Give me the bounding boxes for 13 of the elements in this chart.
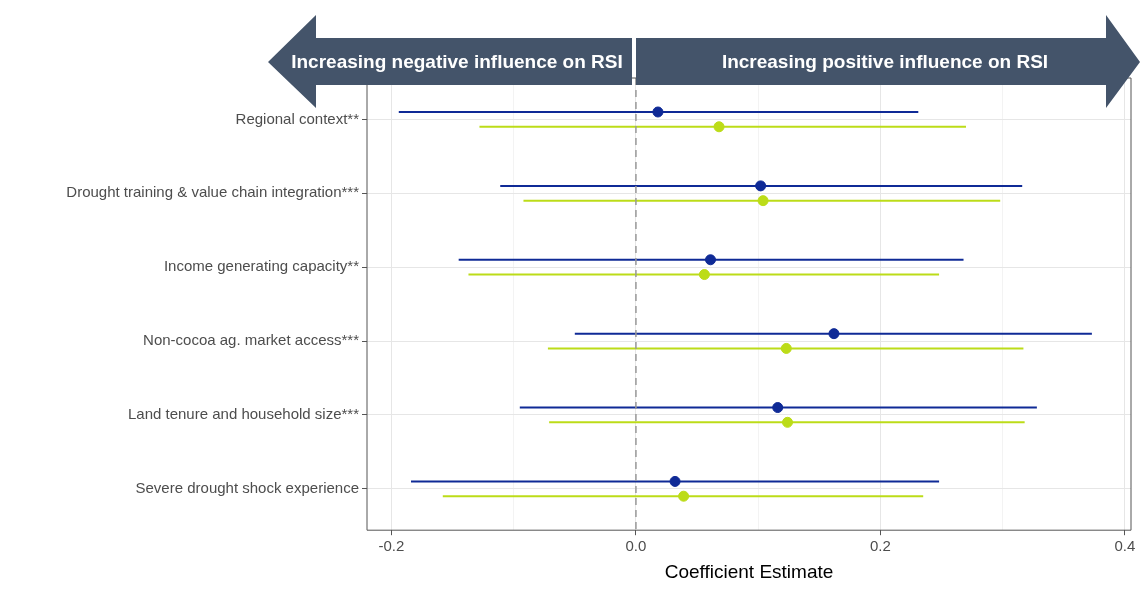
x-axis-title: Coefficient Estimate xyxy=(664,560,834,582)
y-tick-label: Non-cocoa ag. market access*** xyxy=(143,331,360,349)
x-tick-label: 0.2 xyxy=(869,537,891,555)
y-tick-label: Land tenure and household size*** xyxy=(127,405,360,423)
y-tick-label: Severe drought shock experience xyxy=(135,478,359,496)
x-tick-label: 0.0 xyxy=(625,537,647,555)
x-tick-label: -0.2 xyxy=(378,537,405,555)
text: Increasing negative influence on RSI xyxy=(291,51,623,73)
y-tick-label: Regional context** xyxy=(235,109,360,127)
y-tick-label: Drought training & value chain integration*** xyxy=(66,183,360,201)
text: Increasing positive influence on RSI xyxy=(721,51,1049,73)
y-tick-label: Income generating capacity** xyxy=(163,257,360,275)
x-tick-label: 0.4 xyxy=(1114,537,1136,555)
